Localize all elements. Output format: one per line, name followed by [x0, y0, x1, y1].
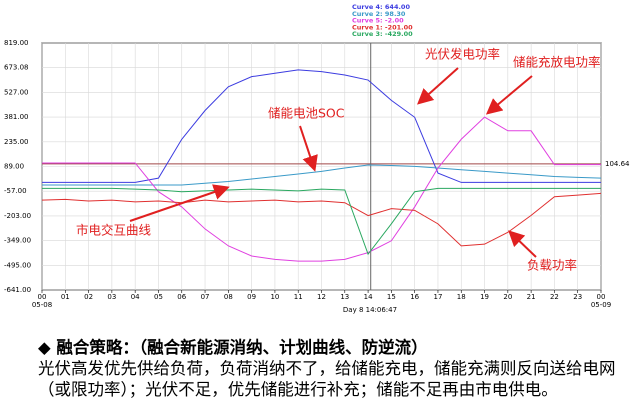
- x-tick-label: 11: [294, 293, 303, 301]
- legend-entry: Curve 5: -2.00: [352, 17, 404, 25]
- series-line: [42, 187, 601, 256]
- x-tick-label: 01: [61, 293, 70, 301]
- x-tick-label: 04: [131, 293, 140, 301]
- y-tick-label: -349.00: [4, 237, 31, 245]
- x-tick-label: 13: [340, 293, 349, 301]
- x-tick-label: 00: [38, 293, 47, 301]
- y-tick-label: -641.00: [4, 286, 31, 294]
- annotation: 储能电池SOC: [268, 106, 345, 121]
- x-tick-label: 03: [107, 293, 116, 301]
- x-tick-label: 17: [433, 293, 442, 301]
- x-tick-label: 12: [317, 293, 326, 301]
- x-tick-label: 15: [387, 293, 396, 301]
- legend-entry: Curve 1: -201.00: [352, 23, 413, 31]
- x-tick-label: 19: [480, 293, 489, 301]
- arrows: [129, 67, 537, 258]
- body: 光伏高发优先供给负荷，负荷消纳不了，给储能充电，储能充满则反向送给电网（或限功率…: [38, 359, 616, 399]
- x-tick-label: 20: [503, 293, 512, 301]
- series-line: [42, 164, 602, 186]
- y-tick-label: 381.00: [4, 113, 29, 121]
- x-tick-label: 07: [201, 293, 210, 301]
- legend-entry: Curve 2: 98.30: [352, 10, 406, 18]
- x-tick-label: 14: [364, 293, 373, 301]
- y-tick-label: -57.00: [4, 187, 27, 195]
- annotation: 负载功率: [527, 258, 577, 273]
- y-tick-label: 89.00: [4, 163, 24, 171]
- x-tick-label: 21: [527, 293, 536, 301]
- series-line: [42, 116, 601, 262]
- heading: ◆ 融合策略：（融合新能源消纳、计划曲线、防逆流）: [38, 338, 428, 357]
- x-axis-label: Day 8 14:06:47: [343, 306, 397, 314]
- x-tick-label: 09: [247, 293, 256, 301]
- series-line: [41, 192, 602, 247]
- x-tick-label: 06: [177, 293, 186, 301]
- x-end-date: 05-09: [591, 301, 611, 309]
- y-tick-label: -203.00: [4, 212, 31, 220]
- x-tick-label: 05: [154, 293, 163, 301]
- x-tick-label: 10: [270, 293, 279, 301]
- x-tick-label: 02: [84, 293, 93, 301]
- y-tick-label: 527.00: [4, 88, 29, 96]
- x-tick-label: 08: [224, 293, 233, 301]
- x-tick-label: 23: [573, 293, 582, 301]
- x-start-date: 05-08: [32, 301, 52, 309]
- annotation: 光伏发电功率: [425, 47, 500, 62]
- y-tick-label: 235.00: [4, 138, 29, 146]
- annotation: 市电交互曲线: [76, 223, 152, 238]
- legend-entry: Curve 4: 644.00: [352, 3, 410, 11]
- x-tick-label: 00: [597, 293, 606, 301]
- legend-entry: Curve 3: -429.00: [352, 30, 413, 38]
- x-tick-label: 16: [410, 293, 419, 301]
- y-tick-label: -495.00: [4, 261, 31, 269]
- reference-label: 104.64: [605, 160, 630, 168]
- series-line: [42, 69, 601, 183]
- strategy-text: ◆ 融合策略：（融合新能源消纳、计划曲线、防逆流） 光伏高发优先供给负荷，负荷消…: [38, 337, 630, 400]
- chart: Day 8 14:06:47 05-08 05-09 819.00 673.08 5…: [4, 3, 630, 314]
- x-tick-label: 22: [550, 293, 559, 301]
- y-tick-label: 819.00: [4, 39, 29, 47]
- y-tick-label: 673.08: [4, 64, 29, 72]
- x-tick-label: 18: [457, 293, 466, 301]
- annotation: 储能充放电功率: [513, 55, 601, 70]
